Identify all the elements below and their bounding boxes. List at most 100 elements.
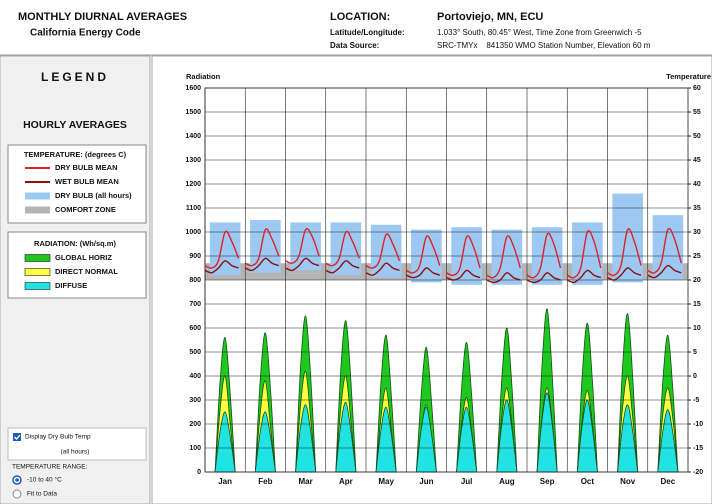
legend-title: LEGEND: [41, 70, 109, 84]
temperature-line: [566, 269, 602, 284]
y-tick-label: 1500: [185, 109, 201, 116]
legend-label: COMFORT ZONE: [55, 205, 116, 214]
y-tick-label: 100: [189, 445, 201, 452]
y2-tick-label: 5: [693, 349, 697, 356]
location-label: LOCATION:: [330, 11, 390, 23]
y2-tick-label: -10: [693, 421, 703, 428]
y-tick-label: 400: [189, 373, 201, 380]
y2-tick-label: -15: [693, 445, 703, 452]
x-tick-label: Mar: [299, 477, 313, 486]
y-tick-label: 800: [189, 277, 201, 284]
legend-subtitle: HOURLY AVERAGES: [23, 119, 127, 131]
y-tick-label: 300: [189, 397, 201, 404]
checkbox-note: (all hours): [61, 449, 90, 456]
x-tick-label: Jun: [419, 477, 433, 486]
radiation-area: [214, 411, 236, 473]
x-tick-label: May: [378, 477, 394, 486]
temperature-line: [526, 272, 561, 284]
checkbox-label: Display Dry Bulb Temp: [25, 434, 91, 441]
temperature-line: [446, 269, 481, 281]
temperature-line: [285, 228, 320, 265]
y2-tick-label: 20: [693, 277, 701, 284]
dry-bulb-range: [612, 193, 643, 283]
y-tick-label: 200: [189, 421, 201, 428]
legend-swatch: [25, 206, 50, 214]
y-tick-label: 500: [189, 349, 201, 356]
y2-tick-label: -5: [693, 397, 699, 404]
radio-label: -10 to 40 °C: [27, 476, 62, 484]
y-tick-label: 900: [189, 253, 201, 260]
temperature-line: [607, 228, 642, 277]
location: Portoviejo, MN, ECU: [437, 11, 543, 23]
temperature-line: [647, 264, 682, 279]
legend-label: DIFFUSE: [55, 281, 87, 290]
y2-tick-label: 30: [693, 229, 701, 236]
y-tick-label: 700: [189, 301, 201, 308]
y2-tick-label: 40: [693, 181, 701, 188]
y2-tick-label: -20: [693, 469, 703, 476]
radiation-area: [254, 411, 276, 473]
temperature-line: [204, 230, 240, 269]
radiation-area: [415, 406, 437, 473]
latlon-label: Latitude/Longitude:: [330, 28, 405, 37]
x-tick-label: Jan: [218, 477, 232, 486]
radiation-area: [375, 406, 397, 473]
y-tick-label: 1300: [185, 157, 201, 164]
checkbox[interactable]: [13, 433, 21, 441]
radio-label: Fit to Data: [27, 491, 57, 498]
y2-tick-label: 15: [693, 301, 701, 308]
radio[interactable]: [12, 489, 22, 499]
temperature-line: [244, 257, 280, 272]
y2-tick-label: 50: [693, 133, 701, 140]
legend-label: DRY BULB (all hours): [55, 191, 132, 200]
source-label: Data Source:: [330, 41, 379, 50]
temperature-line: [405, 267, 441, 279]
temperature-heading: TEMPERATURE: (degrees C): [24, 150, 127, 159]
y-tick-label: 0: [197, 469, 201, 476]
y2-tick-label: 35: [693, 205, 701, 212]
y-tick-label: 1400: [185, 133, 201, 140]
temperature-line: [244, 228, 280, 267]
y2-axis-label: Temperature: [666, 72, 711, 81]
x-tick-label: Oct: [581, 477, 595, 486]
radiation-area: [536, 392, 558, 473]
radiation-area: [456, 406, 478, 473]
y-tick-label: 1200: [185, 181, 201, 188]
y2-tick-label: 60: [693, 85, 701, 92]
temperature-line: [285, 257, 320, 272]
y-tick-label: 1100: [186, 205, 201, 212]
checkbox-box: [7, 427, 147, 461]
temperature-line: [325, 230, 360, 267]
y2-tick-label: 10: [693, 325, 701, 332]
y-axis-label: Radiation: [186, 72, 221, 81]
temperature-line: [647, 227, 682, 274]
x-tick-label: Apr: [339, 477, 353, 486]
plot-frame: [204, 87, 689, 473]
legend-label: WET BULB MEAN: [55, 177, 119, 186]
legend-swatch: [25, 192, 50, 200]
temperature-line: [607, 267, 642, 281]
x-tick-label: Feb: [258, 477, 272, 486]
range-label: TEMPERATURE RANGE:: [12, 464, 88, 471]
y2-tick-label: 45: [693, 157, 701, 164]
legend-label: DRY BULB MEAN: [55, 163, 118, 172]
y-tick-label: 600: [189, 325, 201, 332]
temperature-line: [566, 230, 602, 279]
source: SRC-TMYx 841350 WMO Station Number, Elev…: [437, 41, 651, 50]
x-tick-label: Nov: [620, 477, 636, 486]
app-subtitle: California Energy Code: [30, 28, 141, 39]
legend-swatch: [24, 268, 51, 276]
check-mark: [14, 434, 21, 440]
temperature-line: [365, 233, 401, 269]
legend-label: GLOBAL HORIZ: [55, 253, 112, 262]
y2-tick-label: 55: [693, 109, 701, 116]
legend-swatch: [24, 254, 51, 262]
legend-label: DIRECT NORMAL: [55, 267, 118, 276]
temperature-line: [204, 260, 239, 274]
temperature-line: [325, 260, 360, 274]
legend-swatch: [24, 282, 51, 290]
temperature-line: [365, 262, 400, 276]
radiation-area: [335, 401, 357, 473]
temperature-line: [446, 235, 481, 277]
